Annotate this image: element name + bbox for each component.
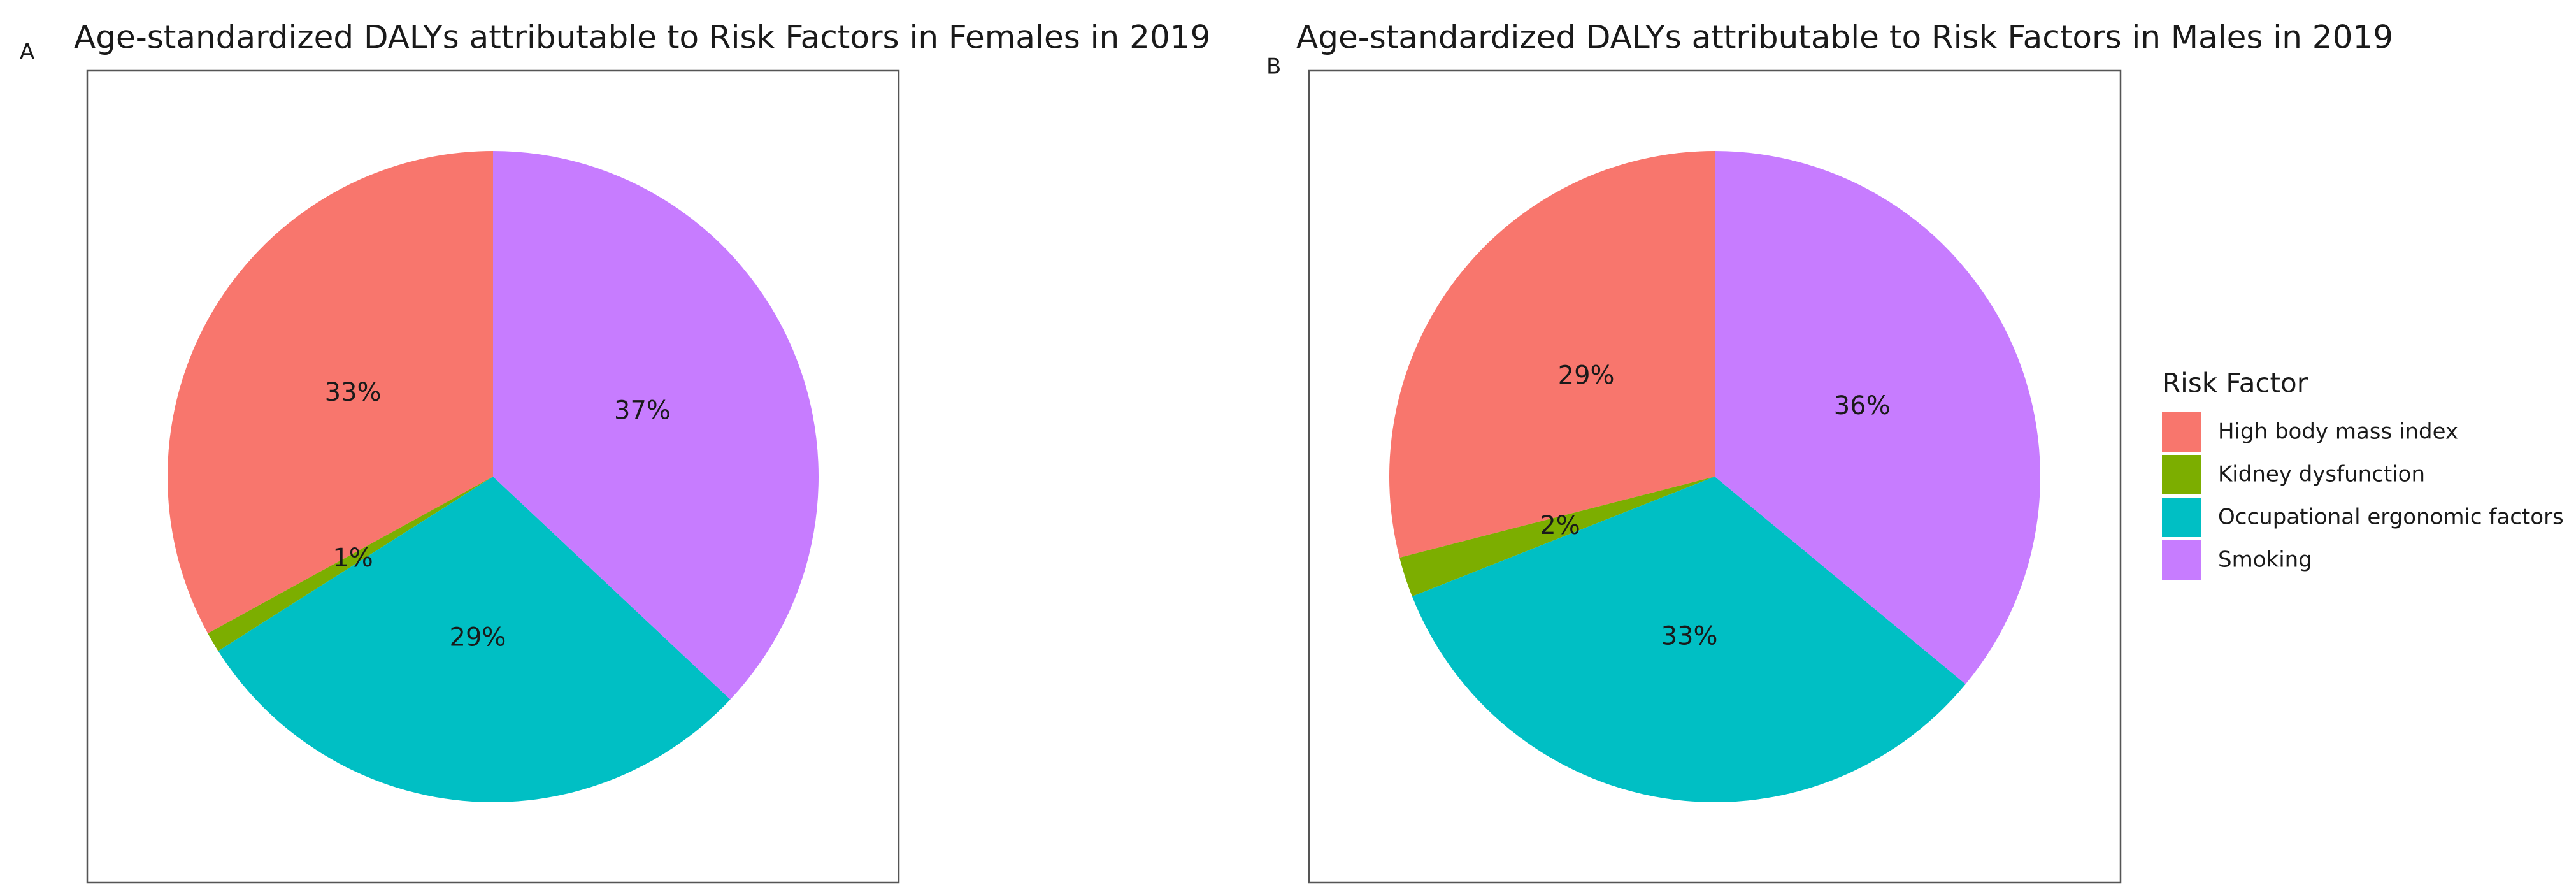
plot-frame: [86, 69, 900, 884]
chart-title: Age-standardized DALYs attributable to R…: [1296, 19, 2393, 56]
legend-title: Risk Factor: [2162, 368, 2308, 399]
slice-label: 1%: [333, 543, 373, 573]
slice-label: 33%: [325, 378, 382, 407]
pie-slice: [208, 477, 493, 651]
chart-title: Age-standardized DALYs attributable to R…: [74, 19, 1210, 56]
legend-key: [2162, 540, 2201, 580]
slice-label: 29%: [1558, 361, 1615, 390]
slice-label: 29%: [450, 622, 506, 652]
pie-slice: [1715, 151, 2040, 684]
pie-slice: [493, 150, 819, 700]
panel-label: B: [1266, 54, 1281, 80]
pie-slice: [1412, 477, 1966, 802]
panel-label: A: [20, 40, 34, 65]
plot-frame: [1308, 69, 2122, 884]
pie-slice: [1389, 151, 1715, 558]
legend-label: High body mass index: [2218, 419, 2458, 445]
legend-label: Smoking: [2218, 547, 2312, 573]
pie-slice: [218, 477, 731, 802]
slice-label: 33%: [1661, 621, 1718, 651]
legend-label: Kidney dysfunction: [2218, 462, 2425, 487]
legend-label: Occupational ergonomic factors: [2218, 505, 2564, 530]
slice-label: 36%: [1834, 391, 1891, 421]
pie-slice: [167, 151, 493, 634]
slice-label: 2%: [1540, 511, 1580, 540]
legend-key: [2162, 498, 2201, 537]
legend-key: [2162, 412, 2201, 452]
legend-key: [2162, 455, 2201, 494]
slice-label: 37%: [614, 396, 671, 426]
pie-slice: [1399, 477, 1715, 597]
